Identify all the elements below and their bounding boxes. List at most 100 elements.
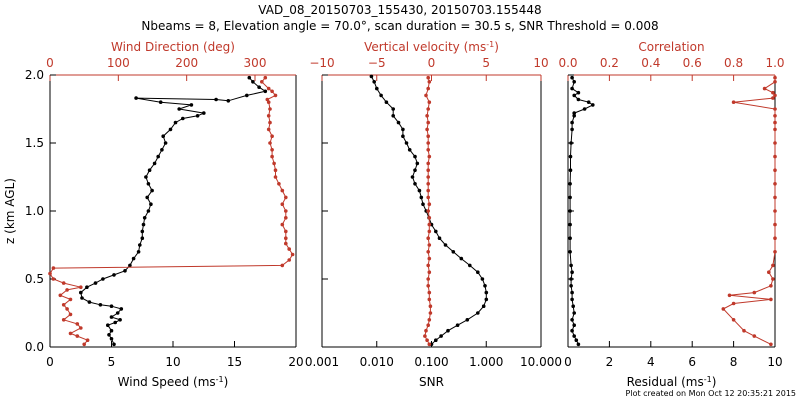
data-point [451, 250, 456, 254]
data-point [413, 154, 417, 159]
data-point [266, 127, 271, 132]
data-point [426, 175, 431, 179]
data-point [79, 290, 83, 295]
data-point [131, 256, 136, 261]
data-point [140, 229, 145, 234]
data-point [572, 334, 576, 338]
data-point [115, 311, 120, 315]
panel-right: 0 2 4 6 8 10 Residual (ms-1) 0.0 0.2 0.4 0.6 0.8 1.0… [558, 40, 784, 389]
data-point [773, 222, 777, 227]
bottom-tick-label: 10 [165, 355, 180, 369]
data-point [773, 107, 777, 111]
data-point [773, 168, 777, 172]
data-point [434, 229, 438, 234]
data-point [150, 188, 154, 193]
data-point [568, 222, 572, 227]
data-point [80, 296, 84, 300]
data-point [280, 202, 285, 206]
data-point [481, 304, 486, 309]
data-point [731, 318, 736, 322]
data-point [181, 116, 185, 121]
data-point [769, 297, 773, 302]
footer-credit: Plot created on Mon Oct 12 20:35:21 2015 [626, 389, 796, 398]
data-point [277, 182, 281, 186]
data-point [284, 236, 288, 240]
data-point [68, 331, 73, 336]
data-point [51, 266, 56, 270]
data-point [568, 168, 573, 172]
data-point [101, 277, 105, 281]
data-point [413, 168, 417, 172]
top-tick-label: 300 [244, 56, 267, 70]
data-point [423, 334, 427, 338]
data-point [85, 285, 89, 290]
data-point [384, 100, 389, 104]
data-point [284, 241, 288, 246]
y-tick-label: 0.5 [25, 272, 44, 286]
data-point [270, 134, 274, 138]
data-point [426, 168, 431, 172]
data-point [68, 312, 73, 317]
data-point [284, 216, 288, 220]
data-point [424, 93, 428, 98]
data-point [572, 93, 576, 98]
data-point [147, 168, 152, 172]
bottom-tick-label: 0.001 [305, 355, 339, 369]
data-point [773, 250, 777, 254]
data-point [284, 195, 288, 200]
data-point [245, 93, 249, 98]
data-point [427, 270, 432, 275]
top-tick-label: 100 [107, 56, 130, 70]
data-point [123, 269, 127, 273]
data-point [427, 290, 432, 295]
data-point [68, 297, 73, 302]
data-point [771, 263, 775, 268]
top-tick-label: 0 [46, 56, 54, 70]
data-point [437, 236, 442, 240]
bottom-tick-label: 0.100 [414, 355, 448, 369]
data-point [109, 315, 114, 319]
data-point [87, 300, 92, 304]
data-point [773, 127, 777, 132]
data-point [214, 97, 218, 102]
data-point [257, 85, 261, 89]
data-point [144, 175, 148, 179]
data-point [75, 334, 80, 338]
data-point [439, 334, 443, 338]
data-point [427, 154, 432, 159]
data-point [284, 229, 288, 234]
data-point [263, 75, 268, 80]
data-point [75, 322, 80, 326]
data-point [773, 93, 777, 98]
data-point [484, 290, 489, 295]
data-point [568, 195, 572, 200]
data-point [465, 318, 470, 322]
data-point [426, 141, 431, 145]
data-point [570, 127, 574, 132]
data-point [426, 195, 431, 200]
data-point [273, 175, 278, 179]
bottom-tick-label: 2 [606, 355, 614, 369]
top-axis-label: Wind Direction (deg) [111, 40, 235, 54]
data-point [773, 236, 777, 240]
data-point [426, 86, 431, 91]
data-point [459, 256, 464, 261]
data-point [145, 195, 149, 200]
data-point [202, 111, 206, 115]
data-point [138, 243, 142, 247]
y-axis-label: z (km AGL) [3, 178, 17, 244]
data-point [762, 86, 767, 91]
data-point [426, 107, 431, 111]
data-point [51, 277, 56, 281]
data-point [407, 148, 412, 152]
data-point [375, 86, 379, 91]
data-point [369, 74, 374, 79]
data-point [93, 281, 98, 285]
top-tick-label: 200 [175, 56, 198, 70]
data-point [568, 209, 572, 213]
data-point [570, 318, 574, 322]
data-point [48, 271, 52, 276]
data-point [572, 80, 576, 84]
data-point [576, 342, 581, 347]
